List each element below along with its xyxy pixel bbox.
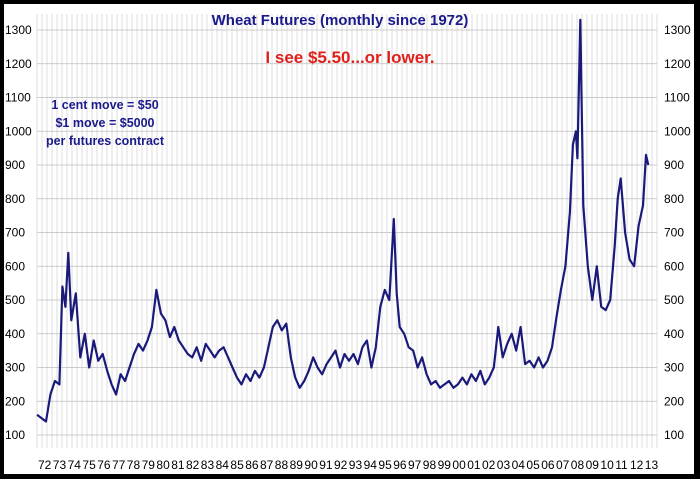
- y-tick-label-right: 400: [664, 327, 684, 341]
- y-tick-label-right: 600: [664, 259, 684, 273]
- x-tick-label: 12: [630, 458, 644, 472]
- x-tick-label: 10: [600, 458, 614, 472]
- x-tick-label: 98: [423, 458, 437, 472]
- y-tick-label-right: 100: [664, 428, 684, 442]
- y-tick-label-right: 900: [664, 158, 684, 172]
- y-tick-label-left: 1300: [5, 23, 32, 37]
- x-tick-label: 82: [186, 458, 200, 472]
- x-tick-label: 96: [393, 458, 407, 472]
- x-tick-label: 94: [364, 458, 378, 472]
- x-tick-label: 81: [171, 458, 185, 472]
- x-tick-label: 77: [112, 458, 126, 472]
- chart-title: Wheat Futures (monthly since 1972): [212, 12, 469, 29]
- x-tick-label: 95: [378, 458, 392, 472]
- y-tick-label-right: 500: [664, 293, 684, 307]
- y-tick-label-left: 300: [5, 361, 25, 375]
- x-tick-label: 80: [156, 458, 170, 472]
- x-tick-label: 92: [334, 458, 348, 472]
- y-tick-label-right: 1100: [664, 91, 690, 105]
- x-tick-label: 00: [452, 458, 466, 472]
- y-tick-label-left: 1000: [5, 124, 32, 138]
- x-tick-label: 04: [512, 458, 526, 472]
- x-tick-label: 74: [68, 458, 82, 472]
- x-tick-label: 88: [275, 458, 289, 472]
- x-tick-label: 91: [319, 458, 333, 472]
- y-tick-label-left: 200: [5, 394, 25, 408]
- x-tick-label: 09: [586, 458, 600, 472]
- x-tick-label: 84: [216, 458, 230, 472]
- y-tick-label-left: 600: [5, 259, 25, 273]
- x-tick-label: 89: [290, 458, 304, 472]
- x-tick-label: 87: [260, 458, 274, 472]
- x-tick-label: 73: [53, 458, 67, 472]
- y-tick-label-left: 1100: [5, 91, 31, 105]
- y-tick-label-right: 700: [664, 226, 684, 240]
- y-tick-label-left: 500: [5, 293, 25, 307]
- x-tick-label: 11: [615, 458, 628, 472]
- x-tick-label: 90: [304, 458, 318, 472]
- x-tick-label: 99: [438, 458, 452, 472]
- x-tick-label: 86: [245, 458, 259, 472]
- x-tick-label: 72: [38, 458, 52, 472]
- y-tick-label-right: 300: [664, 361, 684, 375]
- x-tick-label: 85: [230, 458, 244, 472]
- x-tick-label: 75: [82, 458, 96, 472]
- y-tick-label-left: 100: [5, 428, 25, 442]
- y-tick-label-right: 1300: [664, 23, 691, 37]
- x-tick-label: 93: [349, 458, 363, 472]
- wheat-price-line: [36, 18, 650, 423]
- x-tick-label: 05: [526, 458, 540, 472]
- x-tick-label: 03: [497, 458, 511, 472]
- y-axis-right: 1300 1200 1100 1000 900 800 700 600 500 400 300 200…: [664, 23, 691, 442]
- y-tick-label-left: 900: [5, 158, 25, 172]
- y-tick-label-left: 1200: [5, 57, 32, 71]
- annotation-dollar-move: $1 move = $5000: [55, 116, 154, 130]
- y-tick-label-right: 200: [664, 394, 684, 408]
- x-tick-label: 07: [556, 458, 570, 472]
- y-tick-label-right: 1200: [664, 57, 691, 71]
- x-tick-label: 13: [645, 458, 659, 472]
- x-tick-label: 01: [467, 458, 481, 472]
- x-tick-label: 79: [142, 458, 156, 472]
- y-tick-label-left: 700: [5, 226, 25, 240]
- x-tick-label: 83: [201, 458, 215, 472]
- x-tick-label: 08: [571, 458, 585, 472]
- x-axis: 72 73 74 75 76 77 78 79 80 81 82 83 84 85 86 87 88 89 90 91…: [38, 458, 658, 472]
- annotation-cent-move: 1 cent move = $50: [51, 98, 158, 112]
- annotation-per-contract: per futures contract: [46, 134, 165, 148]
- x-tick-label: 76: [97, 458, 111, 472]
- y-tick-label-right: 800: [664, 192, 684, 206]
- y-tick-label-left: 400: [5, 327, 25, 341]
- x-tick-label: 06: [541, 458, 555, 472]
- y-axis-left: 1300 1200 1100 1000 900 800 700 600 500 400 300 200…: [5, 23, 32, 442]
- chart-subtitle: I see $5.50...or lower.: [265, 48, 434, 67]
- x-tick-label: 78: [127, 458, 141, 472]
- y-tick-label-left: 800: [5, 192, 25, 206]
- grid: [36, 14, 658, 448]
- x-tick-label: 02: [482, 458, 496, 472]
- x-tick-label: 97: [408, 458, 422, 472]
- y-tick-label-right: 1000: [664, 124, 691, 138]
